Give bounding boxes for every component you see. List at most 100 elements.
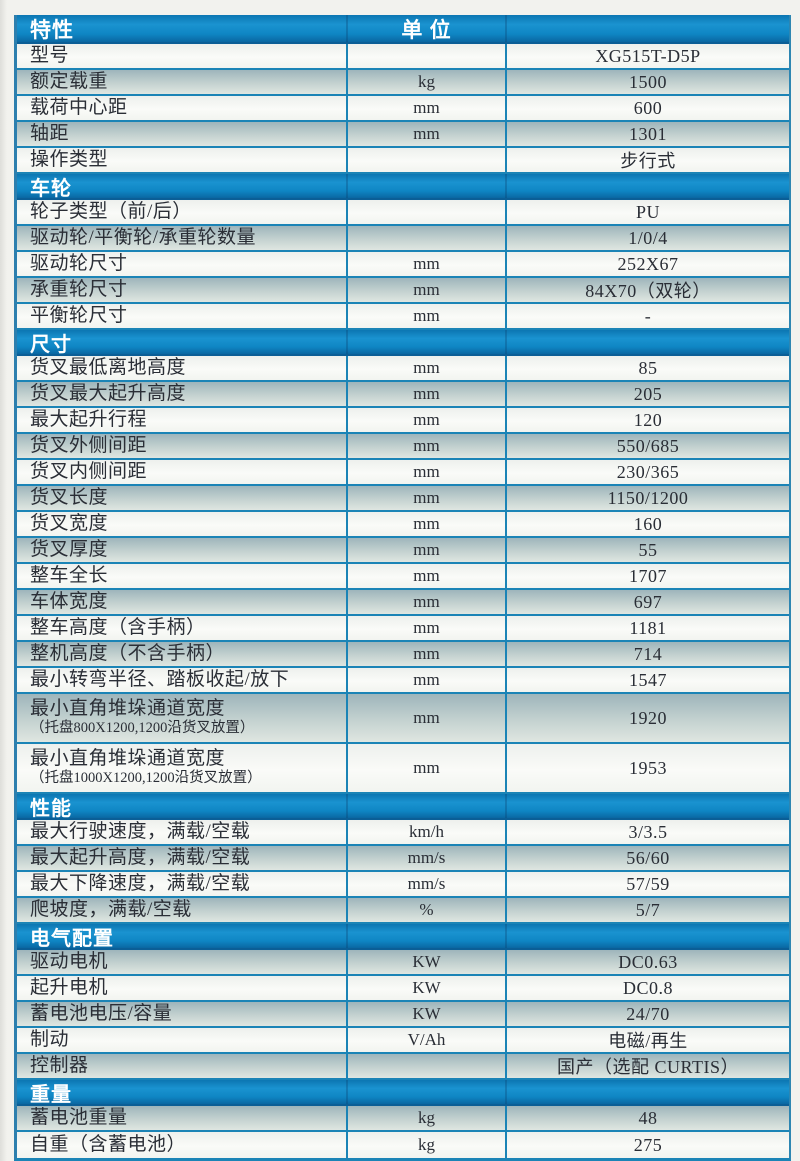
spec-sublabel: （托盘800X1200,1200沿货叉放置）: [30, 720, 255, 737]
section-title: 车轮: [30, 177, 72, 199]
spec-label-wrap: 货叉厚度: [30, 538, 109, 561]
spec-label-wrap: 型号: [30, 44, 70, 67]
spec-unit: mm: [346, 356, 505, 380]
spec-label-cell: 驱动轮尺寸: [17, 252, 346, 276]
spec-value: 252X67: [505, 252, 789, 276]
table-row: 货叉内侧间距 mm 230/365: [17, 460, 789, 486]
spec-value: 48: [505, 1106, 789, 1130]
spec-label: 起升电机: [30, 976, 109, 998]
spec-label-cell: 蓄电池重量: [17, 1106, 346, 1130]
spec-label-wrap: 操作类型: [30, 149, 108, 171]
spec-label: 最小直角堆垛通道宽度: [30, 697, 226, 719]
spec-label: 货叉内侧间距: [30, 460, 148, 482]
spec-label-wrap: 驱动轮尺寸: [30, 252, 128, 275]
spec-unit: mm: [346, 590, 505, 614]
spec-label-cell: 货叉外侧间距: [17, 434, 346, 458]
spec-value: 1181: [505, 616, 789, 640]
spec-label-cell: 爬坡度，满载/空载: [17, 898, 346, 922]
spec-label: 最小直角堆垛通道宽度: [30, 747, 226, 769]
spec-value: 1547: [505, 668, 789, 692]
spec-value: 55: [505, 538, 789, 562]
spec-label: 自重（含蓄电池）: [30, 1133, 187, 1155]
section-band-unit-blank: [346, 924, 505, 948]
spec-unit: mm: [346, 486, 505, 510]
spec-label-cell: 平衡轮尺寸: [17, 304, 346, 328]
spec-label: 型号: [30, 44, 70, 66]
spec-label: 驱动轮尺寸: [30, 252, 128, 274]
spec-label: 载荷中心距: [30, 96, 128, 118]
spec-value: 697: [505, 590, 789, 614]
spec-label-cell: 车体宽度: [17, 590, 346, 614]
spec-value: 550/685: [505, 434, 789, 458]
spec-label-wrap: 承重轮尺寸: [30, 278, 128, 301]
spec-label-cell: 最大行驶速度，满载/空载: [17, 820, 346, 844]
spec-label: 整机高度（不含手柄）: [30, 642, 226, 664]
section-band-value-blank: [505, 174, 789, 198]
spec-label-cell: 轴距: [17, 122, 346, 146]
spec-label-wrap: 驱动轮/平衡轮/承重轮数量: [30, 227, 256, 249]
spec-label-cell: 载荷中心距: [17, 96, 346, 120]
spec-label-wrap: 整车高度（含手柄）: [30, 617, 206, 639]
table-row: 最大起升行程 mm 120: [17, 408, 789, 434]
spec-label-cell: 最大起升行程: [17, 408, 346, 432]
spec-unit: mm: [346, 304, 505, 328]
spec-label-cell: 操作类型: [17, 148, 346, 172]
spec-label-wrap: 载荷中心距: [30, 96, 128, 119]
table-row: 货叉外侧间距 mm 550/685: [17, 434, 789, 460]
spec-label-wrap: 最小直角堆垛通道宽度 （托盘800X1200,1200沿货叉放置）: [30, 697, 255, 738]
spec-label-wrap: 货叉外侧间距: [30, 435, 147, 457]
spec-label-wrap: 自重（含蓄电池）: [30, 1133, 187, 1156]
table-row: 蓄电池重量 kg 48: [17, 1106, 789, 1132]
table-row: 整机高度（不含手柄） mm 714: [17, 642, 789, 668]
spec-label: 车体宽度: [30, 590, 109, 612]
spec-label-wrap: 控制器: [30, 1055, 89, 1077]
table-row: 货叉厚度 mm 55: [17, 538, 789, 564]
spec-unit: mm: [346, 694, 505, 742]
spec-unit: mm: [346, 252, 505, 276]
spec-unit: kg: [346, 1106, 505, 1130]
spec-label-cell: 货叉宽度: [17, 512, 346, 536]
spec-label-wrap: 货叉内侧间距: [30, 460, 148, 483]
table-row: 货叉长度 mm 1150/1200: [17, 486, 789, 512]
spec-unit: mm: [346, 616, 505, 640]
table-row: 最小直角堆垛通道宽度 （托盘800X1200,1200沿货叉放置） mm 192…: [17, 694, 789, 744]
spec-value: 24/70: [505, 1002, 789, 1026]
spec-label: 货叉厚度: [30, 538, 109, 560]
spec-label-wrap: 平衡轮尺寸: [30, 305, 128, 327]
spec-label-cell: 货叉最大起升高度: [17, 382, 346, 406]
table-row: 货叉最低离地高度 mm 85: [17, 356, 789, 382]
spec-value: -: [505, 304, 789, 328]
spec-label-wrap: 整车全长: [30, 565, 108, 587]
spec-unit: kg: [346, 70, 505, 94]
spec-label-cell: 起升电机: [17, 976, 346, 1000]
section-header-row: 重量: [17, 1080, 789, 1106]
spec-label-wrap: 最小转弯半径、踏板收起/放下: [30, 669, 289, 691]
spec-label: 驱动电机: [30, 950, 109, 972]
spec-unit: km/h: [346, 820, 505, 844]
spec-unit: [346, 148, 505, 172]
table-row: 爬坡度，满载/空载 % 5/7: [17, 898, 789, 924]
spec-value: 56/60: [505, 846, 789, 870]
spec-label-cell: 承重轮尺寸: [17, 278, 346, 302]
table-row: 驱动轮尺寸 mm 252X67: [17, 252, 789, 278]
section-band-value-blank: [505, 924, 789, 948]
spec-value: 160: [505, 512, 789, 536]
table-row: 货叉宽度 mm 160: [17, 512, 789, 538]
spec-value: 1953: [505, 744, 789, 792]
spec-label: 轴距: [30, 122, 70, 144]
table-row: 载荷中心距 mm 600: [17, 96, 789, 122]
spec-label-cell: 制动: [17, 1028, 346, 1052]
spec-label-wrap: 最大起升高度，满载/空载: [30, 847, 250, 869]
section-title: 尺寸: [30, 333, 72, 355]
spec-label-cell: 型号: [17, 44, 346, 68]
spec-value: 1920: [505, 694, 789, 742]
spec-value: 1500: [505, 70, 789, 94]
table-row: 最大起升高度，满载/空载 mm/s 56/60: [17, 846, 789, 872]
spec-label-cell: 驱动轮/平衡轮/承重轮数量: [17, 226, 346, 250]
spec-label-wrap: 爬坡度，满载/空载: [30, 899, 192, 921]
spec-label: 承重轮尺寸: [30, 278, 128, 300]
spec-value: 600: [505, 96, 789, 120]
spec-unit: mm: [346, 382, 505, 406]
table-row: 轴距 mm 1301: [17, 122, 789, 148]
spec-label: 货叉最大起升高度: [30, 382, 187, 404]
